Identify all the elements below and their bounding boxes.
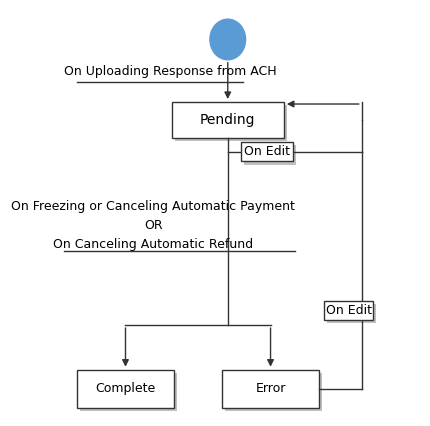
Bar: [222, 370, 319, 408]
Bar: [80, 373, 177, 411]
Text: On Freezing or Canceling Automatic Payment: On Freezing or Canceling Automatic Payme…: [12, 200, 295, 213]
Bar: [325, 301, 373, 320]
Text: On Edit: On Edit: [244, 145, 290, 158]
Bar: [77, 370, 174, 408]
Text: OR: OR: [144, 219, 163, 232]
Text: On Edit: On Edit: [326, 304, 372, 317]
Bar: [244, 146, 296, 164]
Bar: [225, 373, 322, 411]
Bar: [328, 304, 376, 323]
Bar: [175, 105, 286, 141]
Text: Complete: Complete: [95, 382, 156, 395]
Text: Error: Error: [255, 382, 286, 395]
Text: On Uploading Response from ACH: On Uploading Response from ACH: [64, 65, 276, 78]
Bar: [241, 142, 293, 161]
Circle shape: [210, 19, 246, 60]
Text: On Canceling Automatic Refund: On Canceling Automatic Refund: [53, 238, 253, 251]
Text: Pending: Pending: [200, 113, 255, 127]
Bar: [172, 102, 283, 138]
